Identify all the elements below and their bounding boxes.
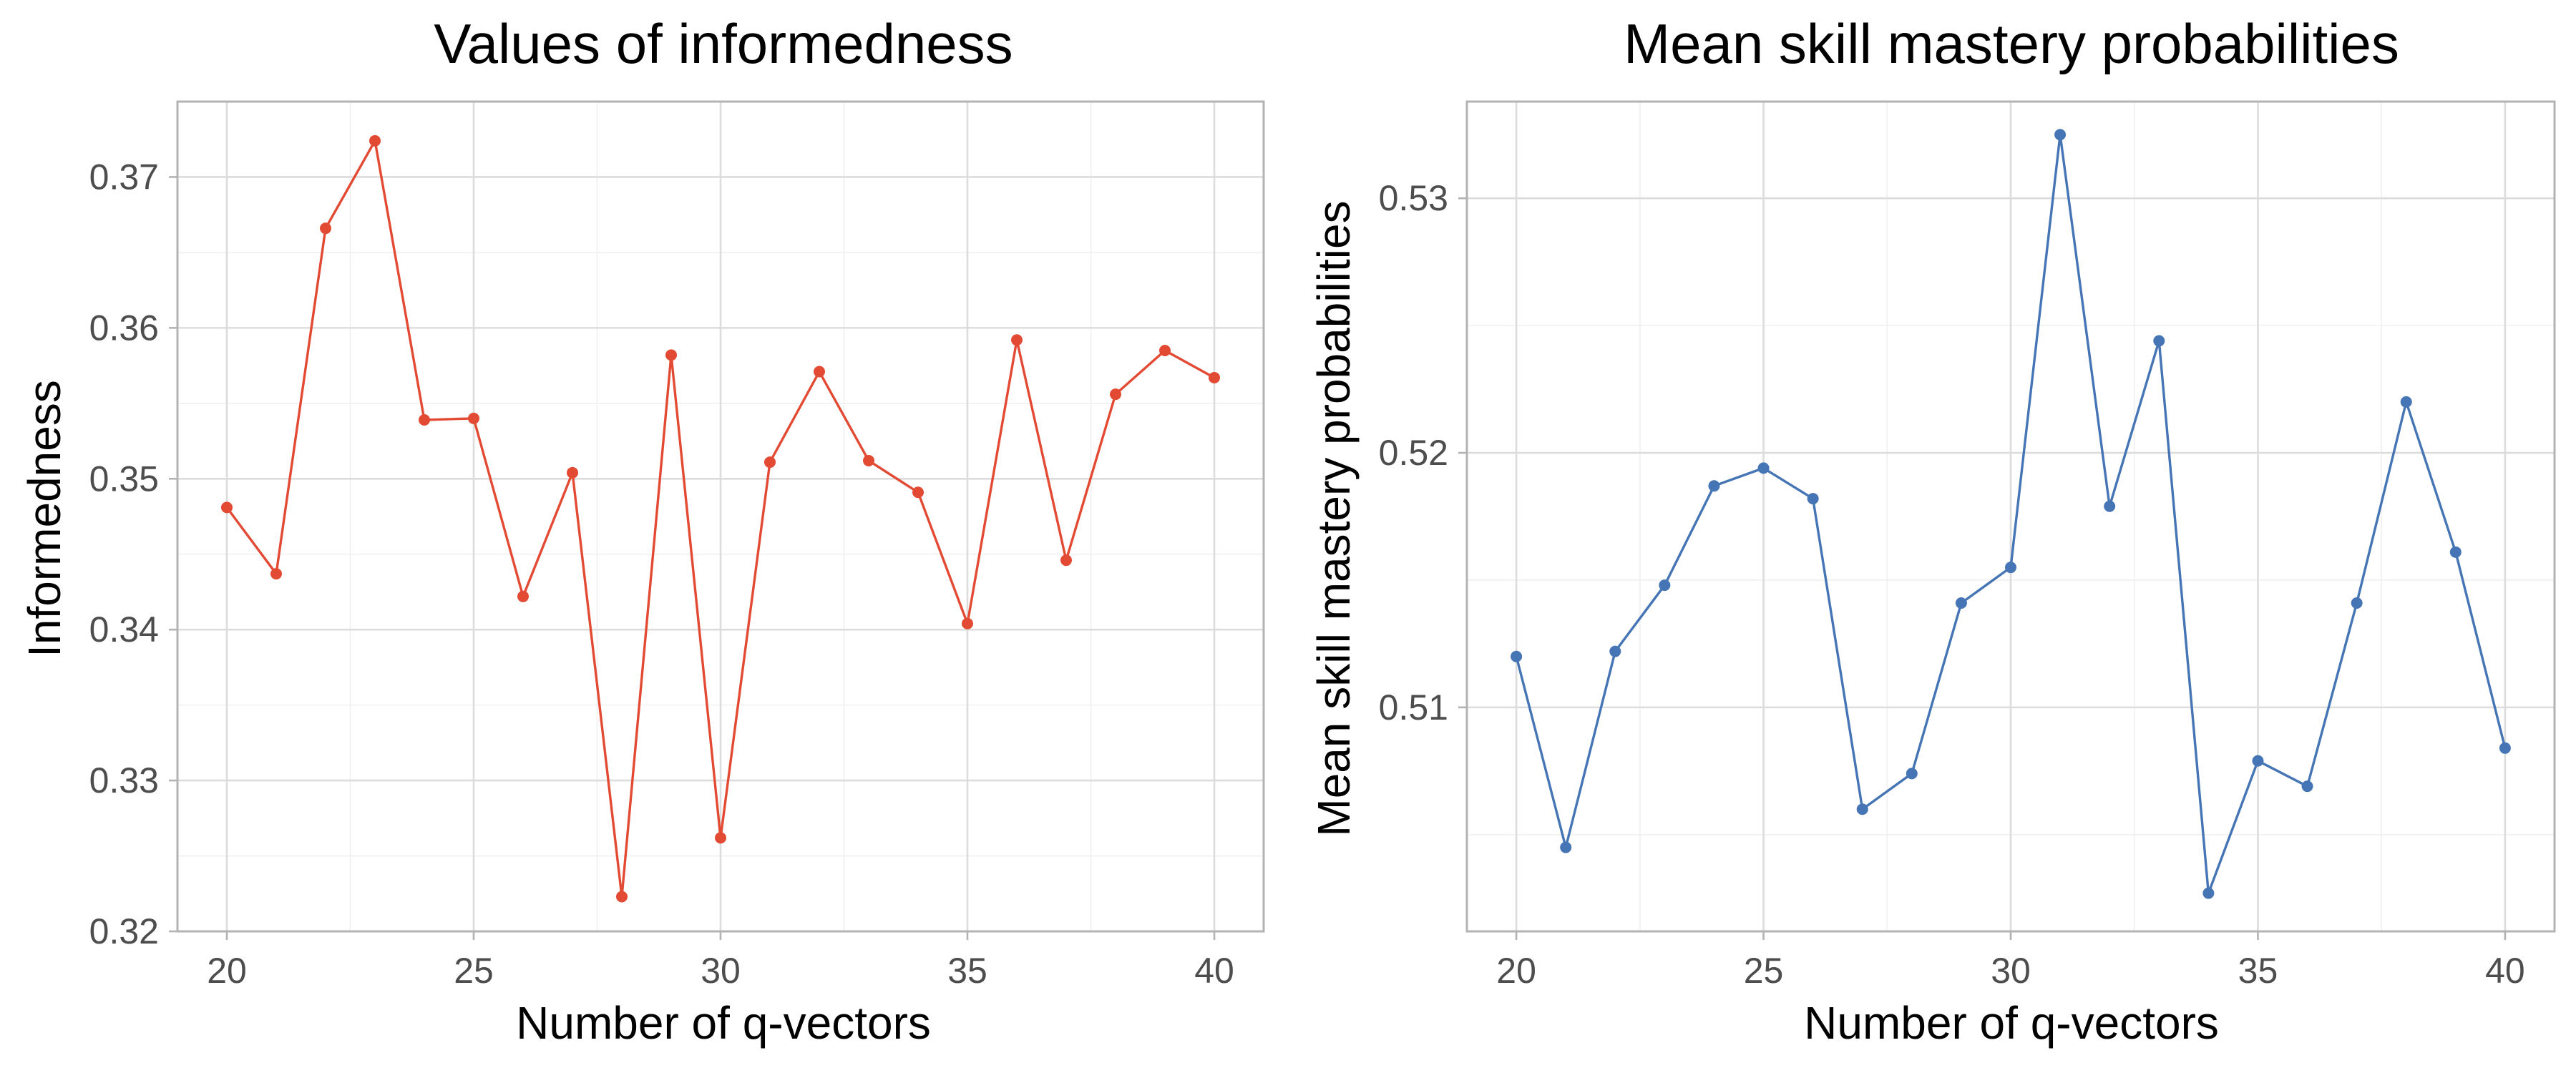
y-tick-label: 0.51 — [1379, 687, 1448, 727]
data-point — [1159, 345, 1171, 356]
plot-border — [176, 100, 1265, 933]
data-point — [2499, 742, 2511, 754]
data-point — [2202, 887, 2215, 899]
data-point — [962, 617, 973, 629]
data-point — [1659, 579, 1671, 592]
data-point — [2351, 597, 2363, 609]
data-point — [764, 456, 776, 469]
x-tick-label: 25 — [1744, 951, 1784, 991]
plot-border — [1465, 100, 2556, 933]
data-point — [2153, 335, 2165, 347]
data-point — [2054, 129, 2067, 141]
y-tick-label: 0.35 — [89, 459, 159, 499]
y-tick-label: 0.32 — [89, 911, 159, 951]
data-point — [1807, 493, 1819, 505]
data-point — [1560, 841, 1572, 853]
data-point — [1906, 768, 1918, 780]
data-point — [1209, 371, 1220, 383]
data-point — [1110, 388, 1121, 401]
x-tick-label: 30 — [701, 951, 741, 991]
y-tick-label: 0.33 — [89, 760, 159, 800]
data-point — [369, 134, 381, 147]
y-tick-label: 0.52 — [1379, 433, 1448, 473]
data-point — [1060, 554, 1072, 567]
data-point — [616, 891, 628, 903]
x-tick-label: 30 — [1991, 951, 2031, 991]
chart-title: Values of informedness — [434, 12, 1013, 75]
data-point — [2104, 500, 2116, 512]
data-point — [320, 222, 331, 235]
data-point — [2005, 562, 2016, 574]
data-point — [863, 454, 874, 466]
data-point — [715, 832, 726, 844]
y-tick-label: 0.53 — [1379, 178, 1448, 218]
informedness-chart: 20 25 30 35 40 0.32 0.33 0.34 0.35 0.36 0.37 Value… — [19, 12, 1265, 1049]
y-tick-label: 0.34 — [89, 609, 159, 650]
x-tick-label: 25 — [454, 951, 494, 991]
x-axis-title: Number of q-vectors — [1804, 997, 2219, 1049]
y-tick-label: 0.37 — [89, 157, 159, 197]
y-axis-title: Informedness — [19, 380, 70, 657]
data-point — [419, 414, 430, 426]
data-point — [2301, 780, 2313, 793]
data-point — [2252, 755, 2264, 767]
data-point — [2400, 396, 2412, 408]
y-axis-title: Mean skill mastery probabilities — [1308, 200, 1360, 836]
data-point — [567, 466, 578, 479]
x-tick-label: 40 — [2485, 951, 2525, 991]
data-point — [1511, 650, 1523, 662]
data-point — [1856, 803, 1868, 815]
data-point — [1609, 645, 1621, 657]
x-tick-label: 20 — [1496, 951, 1536, 991]
data-point — [2449, 546, 2462, 558]
data-point — [814, 366, 825, 378]
x-tick-label: 35 — [2238, 951, 2278, 991]
x-tick-label: 20 — [207, 951, 247, 991]
mastery-chart: 20 25 30 35 40 0.51 0.52 0.53 Mean skill master… — [1308, 12, 2556, 1049]
x-axis-title: Number of q-vectors — [516, 997, 931, 1049]
data-point — [517, 590, 529, 602]
data-point — [468, 412, 479, 424]
y-tick-label: 0.36 — [89, 308, 159, 348]
data-point — [912, 486, 924, 499]
chart-title: Mean skill mastery probabilities — [1624, 12, 2399, 75]
data-point — [1011, 334, 1023, 346]
data-point — [221, 501, 233, 514]
data-point — [665, 349, 677, 361]
data-point — [1708, 480, 1720, 492]
data-point — [1757, 462, 1770, 474]
x-tick-label: 35 — [947, 951, 987, 991]
data-point — [270, 568, 282, 580]
x-tick-label: 40 — [1194, 951, 1234, 991]
data-point — [1955, 597, 1967, 609]
